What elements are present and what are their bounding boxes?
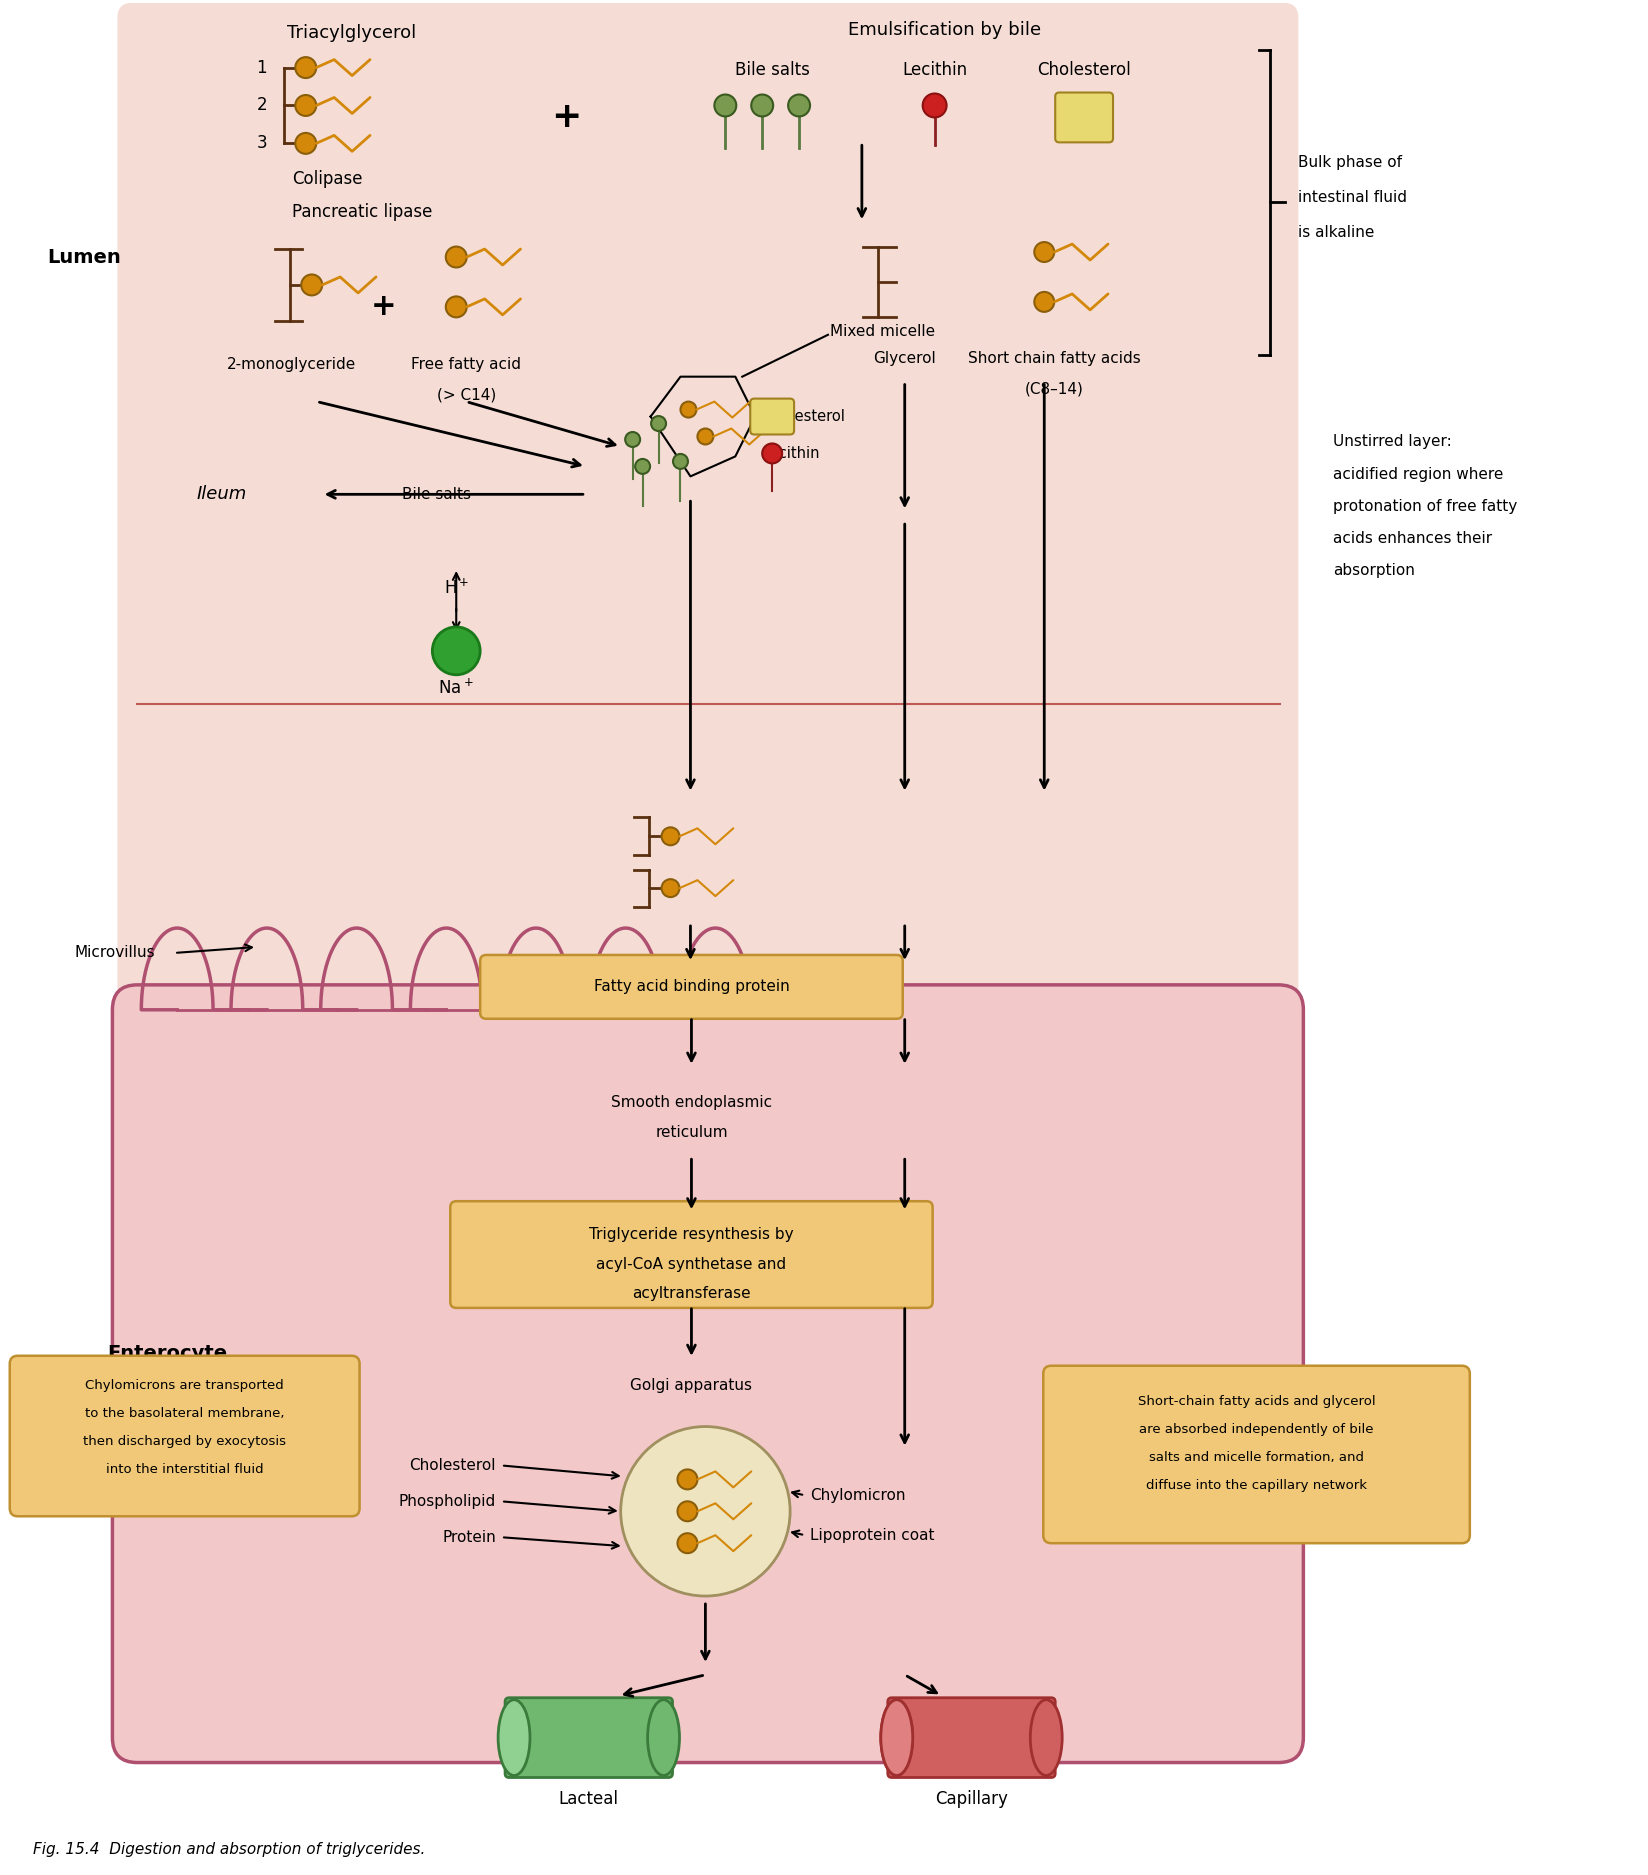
Text: Chylomicron: Chylomicron [811, 1489, 905, 1504]
Circle shape [697, 429, 714, 444]
Text: Smooth endoplasmic: Smooth endoplasmic [611, 1095, 771, 1110]
Text: Enterocyte: Enterocyte [107, 1344, 227, 1363]
Text: are absorbed independently of bile: are absorbed independently of bile [1139, 1423, 1374, 1436]
Text: Triglyceride resynthesis by: Triglyceride resynthesis by [588, 1226, 794, 1241]
Text: Fig. 15.4  Digestion and absorption of triglycerides.: Fig. 15.4 Digestion and absorption of tr… [33, 1843, 425, 1858]
Text: Short-chain fatty acids and glycerol: Short-chain fatty acids and glycerol [1137, 1395, 1376, 1408]
Text: Lumen: Lumen [48, 248, 122, 266]
Text: acyltransferase: acyltransferase [633, 1286, 751, 1301]
Text: Cholesterol: Cholesterol [410, 1459, 496, 1474]
Text: reticulum: reticulum [656, 1125, 728, 1140]
Text: Bile salts: Bile salts [402, 488, 471, 502]
Circle shape [302, 274, 323, 296]
Text: 2-monoglyceride: 2-monoglyceride [227, 358, 356, 373]
Text: acidified region where: acidified region where [1333, 467, 1503, 482]
Circle shape [681, 401, 697, 418]
Text: Capillary: Capillary [934, 1791, 1009, 1809]
Text: to the basolateral membrane,: to the basolateral membrane, [86, 1406, 285, 1419]
Circle shape [714, 94, 737, 116]
Text: protonation of free fatty: protonation of free fatty [1333, 499, 1518, 514]
Circle shape [672, 454, 687, 469]
Text: Glycerol: Glycerol [873, 351, 936, 366]
Text: Protein: Protein [442, 1530, 496, 1545]
Text: salts and micelle formation, and: salts and micelle formation, and [1149, 1451, 1365, 1464]
Text: into the interstitial fluid: into the interstitial fluid [105, 1462, 264, 1476]
FancyBboxPatch shape [450, 1202, 933, 1309]
Text: Ileum: Ileum [196, 486, 247, 502]
Text: 2: 2 [257, 96, 267, 114]
Text: intestinal fluid: intestinal fluid [1299, 189, 1407, 204]
Circle shape [651, 416, 666, 431]
Circle shape [625, 431, 639, 446]
Text: acyl-CoA synthetase and: acyl-CoA synthetase and [597, 1256, 786, 1271]
Circle shape [295, 133, 316, 154]
Text: Microvillus: Microvillus [74, 945, 155, 960]
Text: Golgi apparatus: Golgi apparatus [631, 1378, 753, 1393]
Circle shape [751, 94, 773, 116]
Text: +: + [371, 292, 396, 321]
FancyBboxPatch shape [480, 954, 903, 1018]
FancyBboxPatch shape [888, 1697, 1055, 1777]
Circle shape [445, 246, 466, 268]
Circle shape [661, 827, 679, 846]
Circle shape [788, 94, 811, 116]
Circle shape [677, 1470, 697, 1489]
FancyBboxPatch shape [504, 1697, 672, 1777]
Circle shape [621, 1427, 789, 1596]
Text: Short chain fatty acids: Short chain fatty acids [967, 351, 1140, 366]
Text: acids enhances their: acids enhances their [1333, 531, 1493, 546]
Text: Emulsification by bile: Emulsification by bile [849, 21, 1042, 39]
Text: Triacylglycerol: Triacylglycerol [287, 24, 417, 41]
Ellipse shape [648, 1701, 679, 1776]
FancyBboxPatch shape [1055, 92, 1112, 142]
Text: Free fatty acid: Free fatty acid [412, 358, 521, 373]
Text: diffuse into the capillary network: diffuse into the capillary network [1145, 1479, 1368, 1492]
FancyBboxPatch shape [10, 1356, 359, 1517]
Text: is alkaline: is alkaline [1299, 225, 1374, 240]
Text: Phospholipid: Phospholipid [399, 1494, 496, 1509]
Text: Na$^+$: Na$^+$ [438, 679, 475, 698]
Circle shape [677, 1534, 697, 1552]
Text: Lacteal: Lacteal [559, 1791, 618, 1809]
Text: H$^+$: H$^+$ [443, 578, 470, 598]
Text: then discharged by exocytosis: then discharged by exocytosis [82, 1434, 287, 1448]
Text: (> C14): (> C14) [437, 386, 496, 401]
Circle shape [677, 1502, 697, 1521]
Ellipse shape [880, 1701, 913, 1776]
Text: Chylomicrons are transported: Chylomicrons are transported [86, 1380, 283, 1391]
FancyBboxPatch shape [1043, 1365, 1470, 1543]
FancyBboxPatch shape [112, 984, 1304, 1762]
Text: Lecithin: Lecithin [901, 60, 967, 79]
Text: +: + [550, 101, 582, 135]
Circle shape [763, 444, 783, 463]
Circle shape [634, 459, 649, 474]
Text: Unstirred layer:: Unstirred layer: [1333, 433, 1452, 448]
Text: Lipoprotein coat: Lipoprotein coat [811, 1528, 934, 1543]
Text: Pancreatic lipase: Pancreatic lipase [292, 202, 432, 221]
Text: Cholesterol: Cholesterol [1037, 60, 1131, 79]
Ellipse shape [498, 1701, 531, 1776]
Circle shape [1035, 292, 1055, 311]
Circle shape [1035, 242, 1055, 262]
Circle shape [661, 879, 679, 896]
Text: 1: 1 [257, 58, 267, 77]
Text: absorption: absorption [1333, 562, 1416, 578]
Circle shape [295, 56, 316, 79]
Ellipse shape [1030, 1701, 1063, 1776]
Text: Lecithin: Lecithin [763, 446, 819, 461]
FancyBboxPatch shape [117, 2, 1299, 1026]
Text: Bile salts: Bile salts [735, 60, 809, 79]
Circle shape [432, 626, 480, 675]
Text: Colipase: Colipase [292, 171, 363, 188]
Text: 3: 3 [257, 135, 267, 152]
Text: Fatty acid binding protein: Fatty acid binding protein [593, 979, 789, 994]
Text: Bulk phase of: Bulk phase of [1299, 156, 1402, 171]
Text: Mixed micelle: Mixed micelle [831, 324, 934, 339]
Text: Cholesterol: Cholesterol [763, 409, 845, 424]
Circle shape [445, 296, 466, 317]
Text: (C8–14): (C8–14) [1025, 381, 1084, 396]
Circle shape [923, 94, 946, 118]
FancyBboxPatch shape [750, 399, 794, 435]
Circle shape [295, 96, 316, 116]
